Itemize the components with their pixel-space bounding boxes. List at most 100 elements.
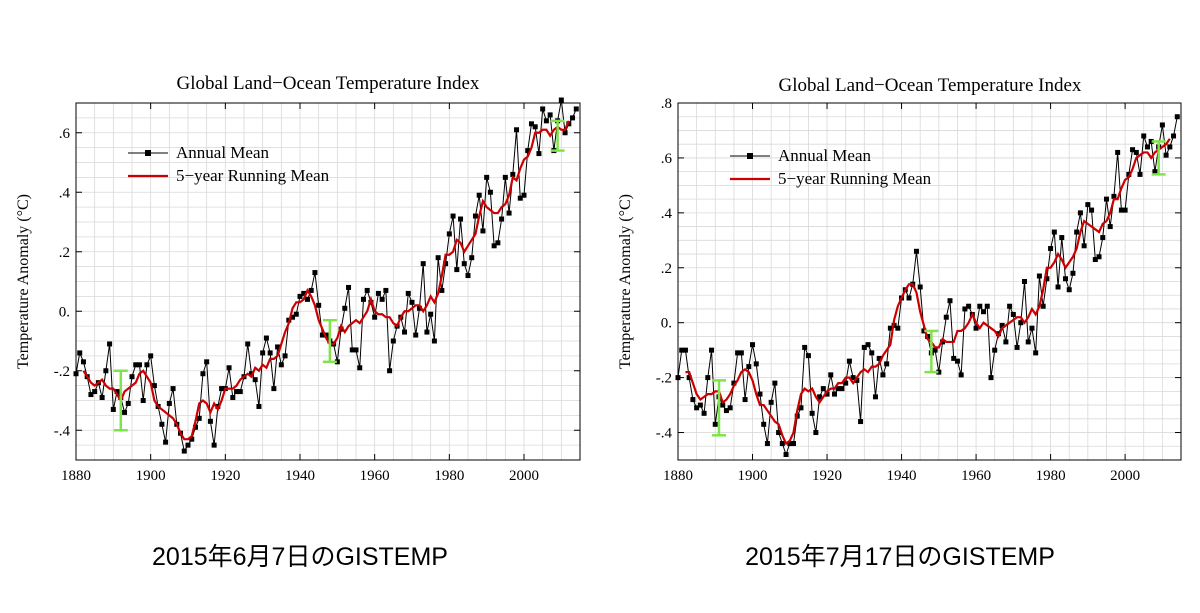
- plot-frame: [677, 102, 1182, 461]
- x-tick-label: 1980: [1036, 468, 1066, 484]
- annual-mean-point: [99, 395, 105, 401]
- annual-mean-point: [536, 151, 542, 157]
- annual-mean-point: [872, 394, 878, 400]
- annual-mean-point: [353, 347, 359, 353]
- annual-mean-point: [709, 347, 715, 353]
- annual-mean-point: [690, 397, 696, 403]
- annual-mean-point: [297, 293, 303, 299]
- annual-mean-point: [861, 344, 867, 350]
- annual-mean-point: [679, 347, 685, 353]
- annual-mean-point: [308, 287, 314, 293]
- annual-mean-point: [1085, 202, 1091, 208]
- annual-mean-point: [237, 389, 243, 395]
- annual-mean-point: [267, 350, 273, 356]
- annual-mean-point: [446, 231, 452, 237]
- annual-mean-point: [346, 284, 352, 290]
- annual-mean-point: [484, 174, 490, 180]
- annual-mean-point: [166, 400, 172, 406]
- annual-mean-point: [1144, 144, 1150, 150]
- annual-mean-point: [420, 261, 426, 267]
- annual-mean-point: [776, 430, 782, 436]
- annual-mean-point: [211, 442, 217, 448]
- annual-mean-point: [981, 309, 987, 315]
- annual-mean-point: [316, 302, 322, 308]
- y-tick-label: -.2: [656, 371, 672, 387]
- annual-mean-point: [1130, 147, 1136, 153]
- y-tick-label: .4: [59, 185, 71, 201]
- annual-mean-point: [831, 391, 837, 397]
- annual-mean-point: [472, 213, 478, 219]
- caption-left: 2015年6月7日のGISTEMP: [152, 543, 448, 571]
- annual-mean-point: [133, 362, 139, 368]
- annual-mean-point: [1159, 122, 1165, 128]
- annual-mean-point: [817, 394, 823, 400]
- annual-mean-point: [1018, 320, 1024, 326]
- annual-mean-point: [226, 365, 232, 371]
- annual-mean-point: [995, 331, 1001, 337]
- annual-mean-point: [943, 314, 949, 320]
- chart-title: Global Land−Ocean Temperature Index: [779, 75, 1082, 96]
- annual-mean-point: [540, 106, 546, 112]
- annual-mean-point: [122, 409, 128, 415]
- y-tick-label: -.2: [54, 364, 70, 380]
- annual-mean-point: [694, 405, 700, 411]
- x-tick-label: 1960: [360, 468, 390, 484]
- annual-mean-point: [1066, 287, 1072, 293]
- annual-mean-point: [1040, 303, 1046, 309]
- annual-mean-point: [1010, 311, 1016, 317]
- annual-mean-point: [936, 369, 942, 375]
- annual-mean-point: [761, 421, 767, 427]
- annual-mean-point: [824, 391, 830, 397]
- annual-mean-point: [532, 124, 538, 130]
- chart-right: Global Land−Ocean Temperature Index Tempe…: [617, 75, 1182, 484]
- annual-mean-point: [850, 375, 856, 381]
- annual-mean-point: [966, 303, 972, 309]
- annual-mean-point: [170, 386, 176, 392]
- annual-mean-point: [1025, 339, 1031, 345]
- annual-mean-point: [1044, 276, 1050, 282]
- annual-mean-point: [334, 359, 340, 365]
- annual-mean-point: [686, 375, 692, 381]
- annual-mean-point: [828, 372, 834, 378]
- annual-mean-point: [1171, 133, 1177, 139]
- legend-annual-marker: [747, 153, 753, 159]
- annual-mean-point: [951, 355, 957, 361]
- annual-mean-point: [1111, 193, 1117, 199]
- annual-mean-point: [712, 421, 718, 427]
- y-tick-label: .4: [661, 206, 673, 222]
- annual-mean-point: [271, 386, 277, 392]
- annual-mean-point: [1029, 325, 1035, 331]
- annual-mean-point: [1003, 339, 1009, 345]
- annual-mean-point: [958, 372, 964, 378]
- grid: [678, 103, 1181, 460]
- annual-mean-point: [813, 430, 819, 436]
- annual-mean-point: [1089, 207, 1095, 213]
- annual-mean-point: [727, 405, 733, 411]
- annual-mean-point: [887, 325, 893, 331]
- annual-mean-point: [917, 284, 923, 290]
- annual-mean-point: [1062, 276, 1068, 282]
- annual-mean-point: [502, 174, 508, 180]
- annual-mean-point: [791, 441, 797, 447]
- annual-mean-point: [742, 397, 748, 403]
- chart-left: Global Land−Ocean Temperature Index Tempe…: [15, 73, 581, 484]
- uncertainty-error-bar: [550, 119, 565, 152]
- annual-mean-point: [1077, 210, 1083, 216]
- annual-mean-point: [839, 386, 845, 392]
- annual-mean-point: [110, 406, 116, 412]
- annual-mean-point: [189, 436, 195, 442]
- x-tick-label: 1900: [136, 468, 166, 484]
- annual-mean-point: [738, 350, 744, 356]
- annual-mean-point: [517, 195, 523, 201]
- annual-mean-point: [245, 341, 251, 347]
- annual-mean-point: [383, 287, 389, 293]
- annual-mean-point: [450, 213, 456, 219]
- annual-mean-point: [1048, 246, 1054, 252]
- annual-mean-point: [521, 192, 527, 198]
- annual-mean-point: [278, 362, 284, 368]
- annual-mean-point: [1137, 171, 1143, 177]
- annual-mean-point: [954, 358, 960, 364]
- legend: Annual Mean 5−year Running Mean: [730, 146, 932, 188]
- y-tick-label: .6: [661, 151, 673, 167]
- annual-mean-point: [431, 338, 437, 344]
